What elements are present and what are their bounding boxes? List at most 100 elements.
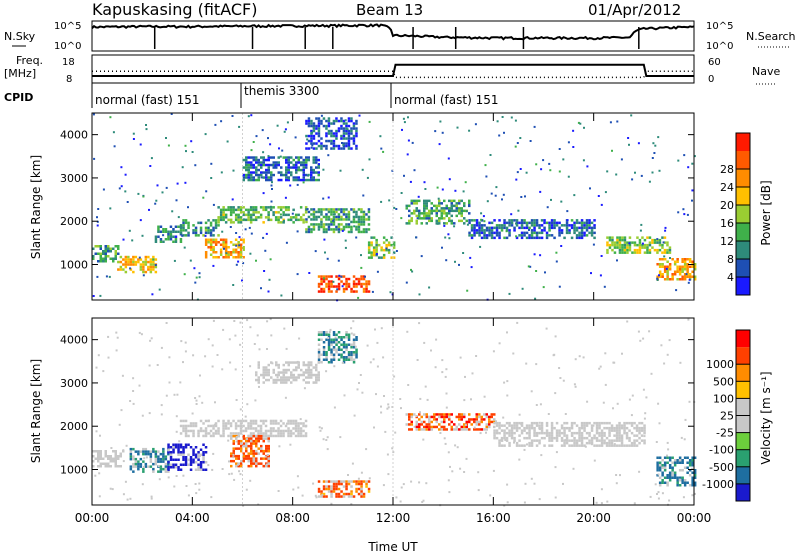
heatmap-cell xyxy=(565,226,569,230)
heatmap-cell xyxy=(99,465,102,468)
heatmap-cell xyxy=(425,207,428,210)
heatmap-cell xyxy=(142,270,145,274)
heatmap-cell xyxy=(182,458,185,461)
heatmap-cell xyxy=(184,443,188,446)
heatmap-cell xyxy=(676,476,679,479)
heatmap-cell xyxy=(345,277,348,281)
heatmap-cell xyxy=(114,455,117,458)
heatmap-cell xyxy=(295,166,298,169)
heatmap-speckle xyxy=(562,379,565,382)
heatmap-cell xyxy=(410,413,413,416)
heatmap-speckle xyxy=(178,440,181,443)
heatmap-cell xyxy=(560,229,564,232)
heatmap-speckle xyxy=(212,319,215,322)
heatmap-cell xyxy=(307,124,311,128)
heatmap-cell xyxy=(232,452,235,455)
heatmap-cell xyxy=(242,454,245,458)
heatmap-speckle xyxy=(98,495,101,498)
heatmap-cell xyxy=(563,441,566,445)
heatmap-cell xyxy=(528,221,531,225)
freq-right-label: Nave xyxy=(752,65,780,78)
heatmap-cell xyxy=(530,444,534,447)
heatmap-speckle xyxy=(436,186,439,189)
heatmap-cell xyxy=(295,376,298,379)
heatmap-cell xyxy=(503,429,506,432)
heatmap-speckle xyxy=(254,399,257,402)
heatmap-cell xyxy=(330,348,333,351)
heatmap-cell xyxy=(152,268,155,271)
heatmap-cell xyxy=(530,229,534,232)
heatmap-cell xyxy=(300,178,303,182)
heatmap-cell xyxy=(578,444,581,447)
heatmap-speckle xyxy=(93,157,96,160)
heatmap-cell xyxy=(240,442,243,445)
heatmap-cell xyxy=(322,331,326,334)
heatmap-cell xyxy=(325,282,328,286)
heatmap-cell xyxy=(478,229,481,232)
heatmap-speckle xyxy=(399,398,402,400)
heatmap-cell xyxy=(209,224,213,227)
heatmap-cell xyxy=(438,209,441,213)
heatmap-cell xyxy=(304,432,308,435)
heatmap-speckle xyxy=(656,493,658,495)
heatmap-cell xyxy=(626,241,629,244)
heatmap-cell xyxy=(287,434,290,438)
heatmap-cell xyxy=(337,487,341,491)
heatmap-cell xyxy=(648,241,652,244)
heatmap-speckle xyxy=(107,335,110,338)
heatmap-cell xyxy=(425,217,428,220)
heatmap-speckle xyxy=(382,150,385,153)
heatmap-cell xyxy=(691,275,694,278)
heatmap-cell xyxy=(646,251,649,254)
heatmap-cell xyxy=(127,255,130,259)
heatmap-cell xyxy=(322,480,326,483)
heatmap-cell xyxy=(282,381,285,384)
heatmap-cell xyxy=(194,461,198,464)
heatmap-cell xyxy=(585,436,589,440)
heatmap-cell xyxy=(317,376,320,379)
heatmap-cell xyxy=(483,234,486,237)
heatmap-cell xyxy=(370,241,373,244)
heatmap-cell xyxy=(204,229,208,232)
heatmap-cell xyxy=(671,258,674,261)
heatmap-cell xyxy=(488,415,491,419)
heatmap-cell xyxy=(164,467,168,471)
heatmap-cell xyxy=(312,225,316,229)
heatmap-cell xyxy=(315,373,318,377)
heatmap-speckle xyxy=(109,207,112,210)
heatmap-cell xyxy=(608,441,611,445)
heatmap-speckle xyxy=(102,259,105,262)
heatmap-cell xyxy=(242,424,245,428)
heatmap-cell xyxy=(523,444,526,447)
velocity-y-label: Slant Range [km] xyxy=(29,359,43,463)
heatmap-cell xyxy=(265,437,268,440)
heatmap-cell xyxy=(305,368,308,372)
heatmap-cell xyxy=(505,431,509,435)
heatmap-speckle xyxy=(464,181,467,184)
heatmap-cell xyxy=(330,228,333,231)
heatmap-cell xyxy=(570,431,574,435)
heatmap-cell xyxy=(568,426,571,430)
heatmap-cell xyxy=(282,156,285,159)
heatmap-cell xyxy=(450,425,453,429)
heatmap-cell xyxy=(570,444,574,447)
heatmap-cell xyxy=(390,256,393,259)
heatmap-speckle xyxy=(382,356,385,359)
heatmap-cell xyxy=(355,490,358,493)
heatmap-cell xyxy=(611,248,614,252)
heatmap-cell xyxy=(493,434,496,437)
heatmap-cell xyxy=(305,376,308,379)
heatmap-cell xyxy=(618,251,622,254)
heatmap-cell xyxy=(550,424,554,427)
heatmap-cell xyxy=(254,419,258,423)
heatmap-cell xyxy=(302,168,305,172)
heatmap-cell xyxy=(252,439,255,443)
heatmap-cell xyxy=(274,216,278,219)
heatmap-cell xyxy=(232,248,235,251)
heatmap-cell xyxy=(272,419,275,423)
heatmap-cell xyxy=(104,257,107,260)
heatmap-cell xyxy=(269,208,273,212)
heatmap-speckle xyxy=(242,504,245,507)
heatmap-cell xyxy=(172,446,175,449)
heatmap-cell xyxy=(255,373,258,377)
